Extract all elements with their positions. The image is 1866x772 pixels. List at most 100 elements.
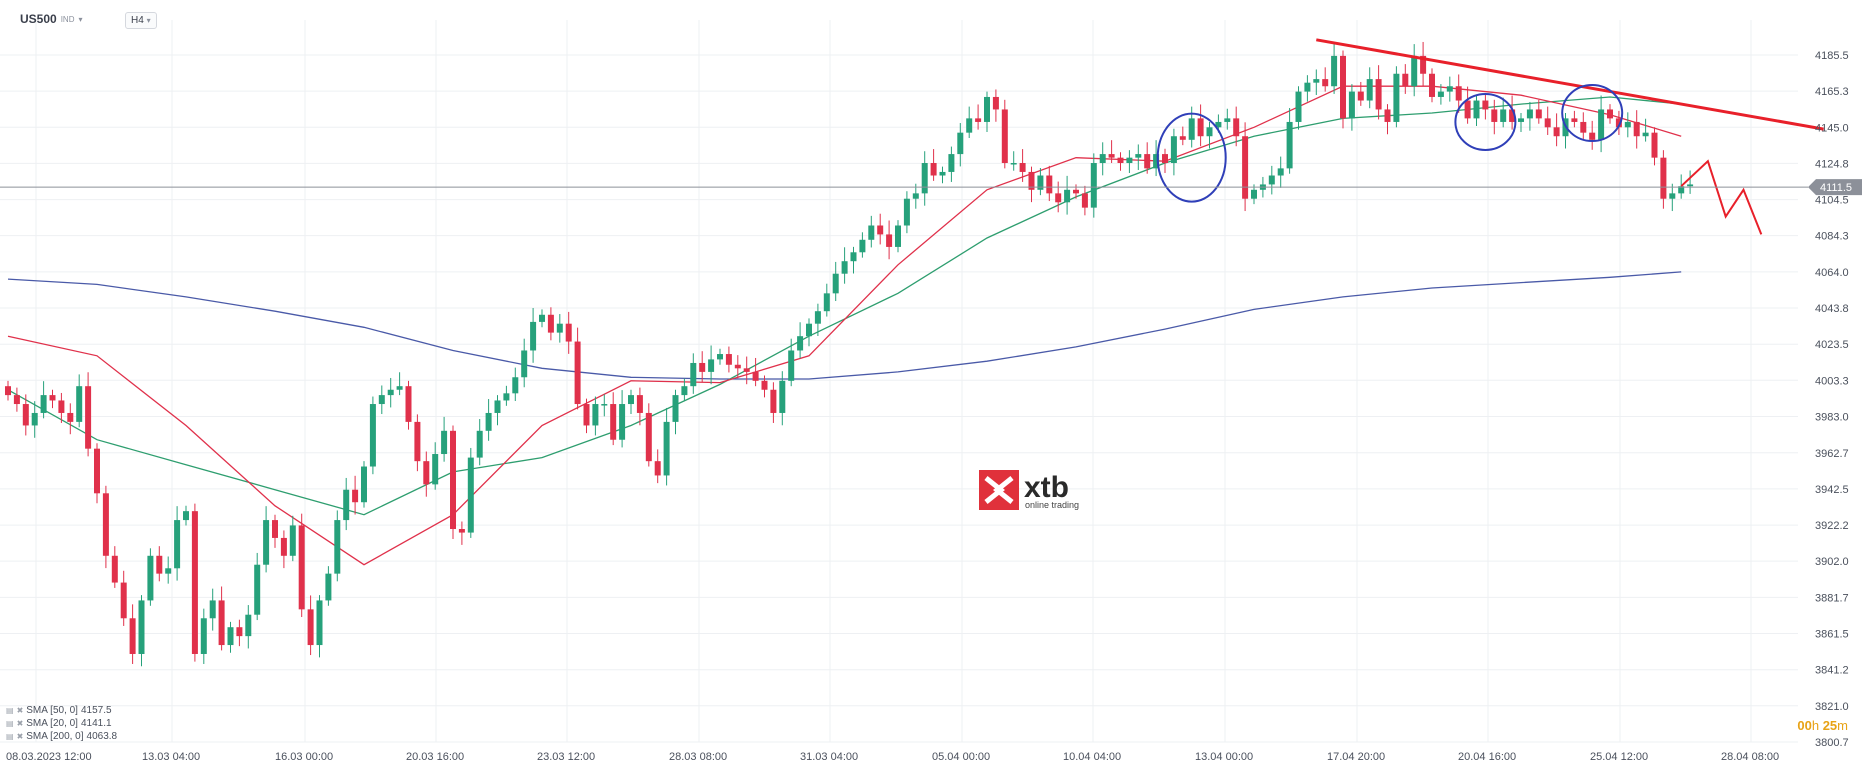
candle-body bbox=[183, 511, 189, 521]
candle-body bbox=[40, 395, 47, 413]
candle-body bbox=[1233, 118, 1240, 137]
candle-body bbox=[1357, 91, 1364, 101]
candle-body bbox=[254, 564, 261, 615]
candle-body bbox=[156, 555, 163, 574]
candle-body bbox=[1295, 91, 1302, 122]
sma-20-line bbox=[7, 85, 1682, 566]
candle-body bbox=[334, 520, 341, 574]
candle-body bbox=[316, 600, 323, 646]
x-tick-label: 08.03.2023 12:00 bbox=[6, 751, 92, 763]
x-tick-label: 13.03 04:00 bbox=[142, 751, 200, 763]
candle-body bbox=[1001, 109, 1008, 164]
candle-body bbox=[1206, 127, 1213, 137]
logo-brand: xtb bbox=[1024, 471, 1069, 504]
candle-body bbox=[636, 395, 643, 413]
candle-body bbox=[779, 380, 786, 413]
candles bbox=[5, 41, 1694, 667]
candle-body bbox=[1179, 136, 1186, 140]
candle-body bbox=[743, 368, 750, 372]
symbol-dropdown-icon[interactable]: ▾ bbox=[78, 14, 83, 24]
candle-body bbox=[1055, 193, 1062, 203]
candle-body bbox=[797, 336, 804, 351]
timer-hours: 00 bbox=[1797, 718, 1812, 733]
candle-body bbox=[441, 430, 448, 455]
candle-body bbox=[165, 568, 172, 574]
candle-body bbox=[1277, 168, 1284, 176]
candle-body bbox=[966, 118, 973, 133]
instrument-header[interactable]: US500 IND ▾ bbox=[20, 12, 83, 26]
logo-tagline: online trading bbox=[1025, 500, 1079, 510]
candle-body bbox=[1268, 175, 1275, 185]
y-tick-label: 4084.3 bbox=[1815, 231, 1849, 243]
close-icon[interactable]: ✖ bbox=[16, 732, 24, 741]
candle-body bbox=[1598, 109, 1605, 140]
candle-body bbox=[1224, 118, 1231, 122]
candle-body bbox=[1553, 127, 1560, 137]
candle-body bbox=[396, 386, 403, 390]
legend-item[interactable]: ▤ ✖ SMA [200, 0] 4063.8 bbox=[6, 730, 117, 743]
candle-body bbox=[1473, 100, 1480, 119]
timeframe-button[interactable]: H4 ▾ bbox=[125, 12, 157, 29]
candle-body bbox=[1286, 121, 1293, 169]
candle-body bbox=[1153, 154, 1160, 169]
x-tick-label: 28.03 08:00 bbox=[669, 751, 727, 763]
candle-body bbox=[1624, 121, 1631, 128]
candle-body bbox=[672, 395, 679, 422]
candle-body bbox=[76, 386, 83, 422]
x-tick-label: 28.04 08:00 bbox=[1721, 751, 1779, 763]
candle-body bbox=[1108, 154, 1115, 158]
x-tick-label: 05.04 00:00 bbox=[932, 751, 990, 763]
x-tick-label: 20.03 16:00 bbox=[406, 751, 464, 763]
candle-body bbox=[1073, 189, 1079, 194]
x-tick-label: 23.03 12:00 bbox=[537, 751, 595, 763]
candle-body bbox=[992, 96, 999, 110]
timeframe-selector[interactable]: H4 ▾ bbox=[125, 12, 157, 29]
candle-body bbox=[583, 404, 590, 426]
candle-body bbox=[1135, 154, 1142, 158]
trendline-annotation bbox=[1316, 38, 1824, 131]
candle-body bbox=[806, 323, 812, 337]
close-icon[interactable]: ✖ bbox=[16, 706, 24, 715]
close-icon[interactable]: ✖ bbox=[16, 719, 24, 728]
legend-item[interactable]: ▤ ✖ SMA [20, 0] 4141.1 bbox=[6, 717, 117, 730]
settings-icon[interactable]: ▤ bbox=[6, 719, 14, 728]
candle-body bbox=[1019, 163, 1026, 172]
grid bbox=[0, 20, 1798, 743]
candle-body bbox=[663, 421, 670, 476]
symbol-label[interactable]: US500 bbox=[20, 12, 57, 26]
settings-icon[interactable]: ▤ bbox=[6, 706, 14, 715]
y-tick-label: 3942.5 bbox=[1815, 484, 1849, 496]
x-tick-label: 10.04 04:00 bbox=[1063, 751, 1121, 763]
candle-body bbox=[592, 404, 599, 426]
candle-body bbox=[530, 321, 537, 351]
ellipse-annotation bbox=[1156, 112, 1227, 203]
candle-body bbox=[1660, 157, 1667, 199]
candle-body bbox=[1384, 109, 1391, 122]
y-axis[interactable]: 4185.5 4165.3 4145.0 4124.8 4104.5 4084.3 4064… bbox=[1815, 50, 1849, 749]
candle-body bbox=[218, 600, 225, 646]
x-tick-label: 31.03 04:00 bbox=[800, 751, 858, 763]
candle-body bbox=[921, 163, 928, 194]
candle-body bbox=[111, 555, 118, 583]
symbol-type-label: IND bbox=[60, 14, 75, 24]
candle-body bbox=[432, 454, 439, 485]
candle-body bbox=[1535, 109, 1542, 119]
candle-body bbox=[467, 457, 474, 533]
current-price-label: 4111.5 bbox=[1820, 182, 1852, 194]
candle-body bbox=[859, 239, 866, 253]
x-axis[interactable]: 08.03.2023 12:00 13.03 04:00 16.03 00:00 20… bbox=[6, 751, 1779, 763]
legend-value: 4157.5 bbox=[80, 705, 112, 716]
candle-body bbox=[1081, 193, 1088, 208]
candle-body bbox=[1687, 184, 1694, 187]
y-tick-label: 3902.0 bbox=[1815, 556, 1849, 568]
xtb-logo: xtb online trading bbox=[979, 470, 1079, 510]
candle-body bbox=[227, 627, 234, 646]
candle-body bbox=[85, 386, 92, 449]
candle-body bbox=[1446, 86, 1453, 92]
settings-icon[interactable]: ▤ bbox=[6, 732, 14, 741]
candle-body bbox=[209, 600, 216, 619]
candle-countdown: 00h 25m bbox=[1797, 718, 1848, 733]
legend-item[interactable]: ▤ ✖ SMA [50, 0] 4157.5 bbox=[6, 704, 117, 717]
